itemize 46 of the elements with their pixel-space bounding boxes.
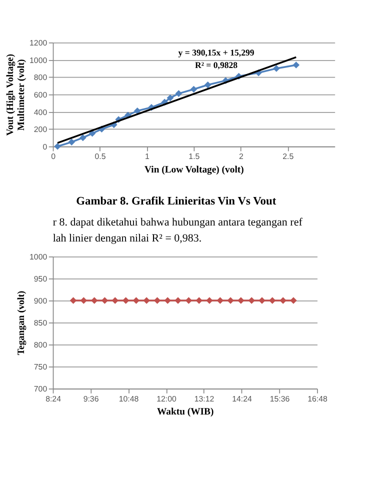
y-tick-label: 400: [34, 108, 48, 117]
x-tick-label: 15:36: [270, 394, 290, 404]
point: [134, 107, 141, 114]
y-tick-label: 850: [34, 318, 48, 328]
annotation: y = 390,15x + 15,299: [178, 48, 255, 58]
x-tick-label: 2.5: [282, 152, 294, 162]
x-tick-label: 16:48: [308, 394, 328, 404]
y-tick-label: 750: [34, 362, 48, 372]
y-tick-label: 0: [42, 142, 48, 152]
y-tick-label: 800: [34, 340, 48, 350]
text: lah linier dengan nilai R² = 0,983.: [52, 232, 202, 244]
x-tick-label: 9:36: [83, 394, 100, 404]
point: [272, 65, 280, 72]
y-tick-label: 200: [34, 125, 48, 134]
y-tick-label: 600: [34, 90, 48, 100]
point: [292, 62, 300, 68]
x-tick-label: 10:48: [118, 394, 140, 404]
x-tick-label: 1.5: [188, 152, 200, 162]
x-tick-label: 14:24: [232, 394, 252, 404]
x-tick-label: 8:24: [46, 394, 62, 404]
y-tick-label: 1000: [30, 252, 48, 262]
y-tick-label: 1000: [30, 56, 48, 65]
point: [190, 86, 198, 93]
y-axis-title: Vout (High Voltage) Multimeter (volt): [4, 54, 28, 136]
point: [68, 138, 76, 146]
x-axis-title: Waktu (WIB): [157, 406, 214, 418]
text: r 8. dapat diketahui bahwa hubungan antara tegangan ref: [52, 216, 303, 229]
y-tick-label: 1200: [30, 38, 48, 48]
y-tick-label: 800: [34, 73, 48, 82]
text: Gambar 8. Grafik Linieritas Vin Vs Vout: [76, 196, 276, 208]
y-tick-label: 700: [34, 384, 48, 394]
y-axis-title: Tegangan (volt): [16, 290, 28, 356]
point: [175, 90, 182, 97]
x-tick-label: 0: [51, 152, 56, 162]
y-tick-label: 900: [34, 296, 48, 306]
x-tick-label: 13:12: [194, 394, 214, 404]
point: [204, 81, 212, 88]
x-tick-label: 2: [238, 152, 244, 162]
x-axis-title: Vin (Low Voltage) (volt): [144, 164, 244, 176]
x-tick-label: 1: [145, 152, 150, 162]
annotation: R² = 0,9828: [194, 60, 238, 70]
x-tick-label: 0.5: [94, 152, 106, 162]
y-tick-label: 950: [34, 274, 48, 284]
point: [166, 94, 174, 102]
x-tick-label: 12:00: [156, 394, 177, 404]
point: [79, 134, 86, 142]
